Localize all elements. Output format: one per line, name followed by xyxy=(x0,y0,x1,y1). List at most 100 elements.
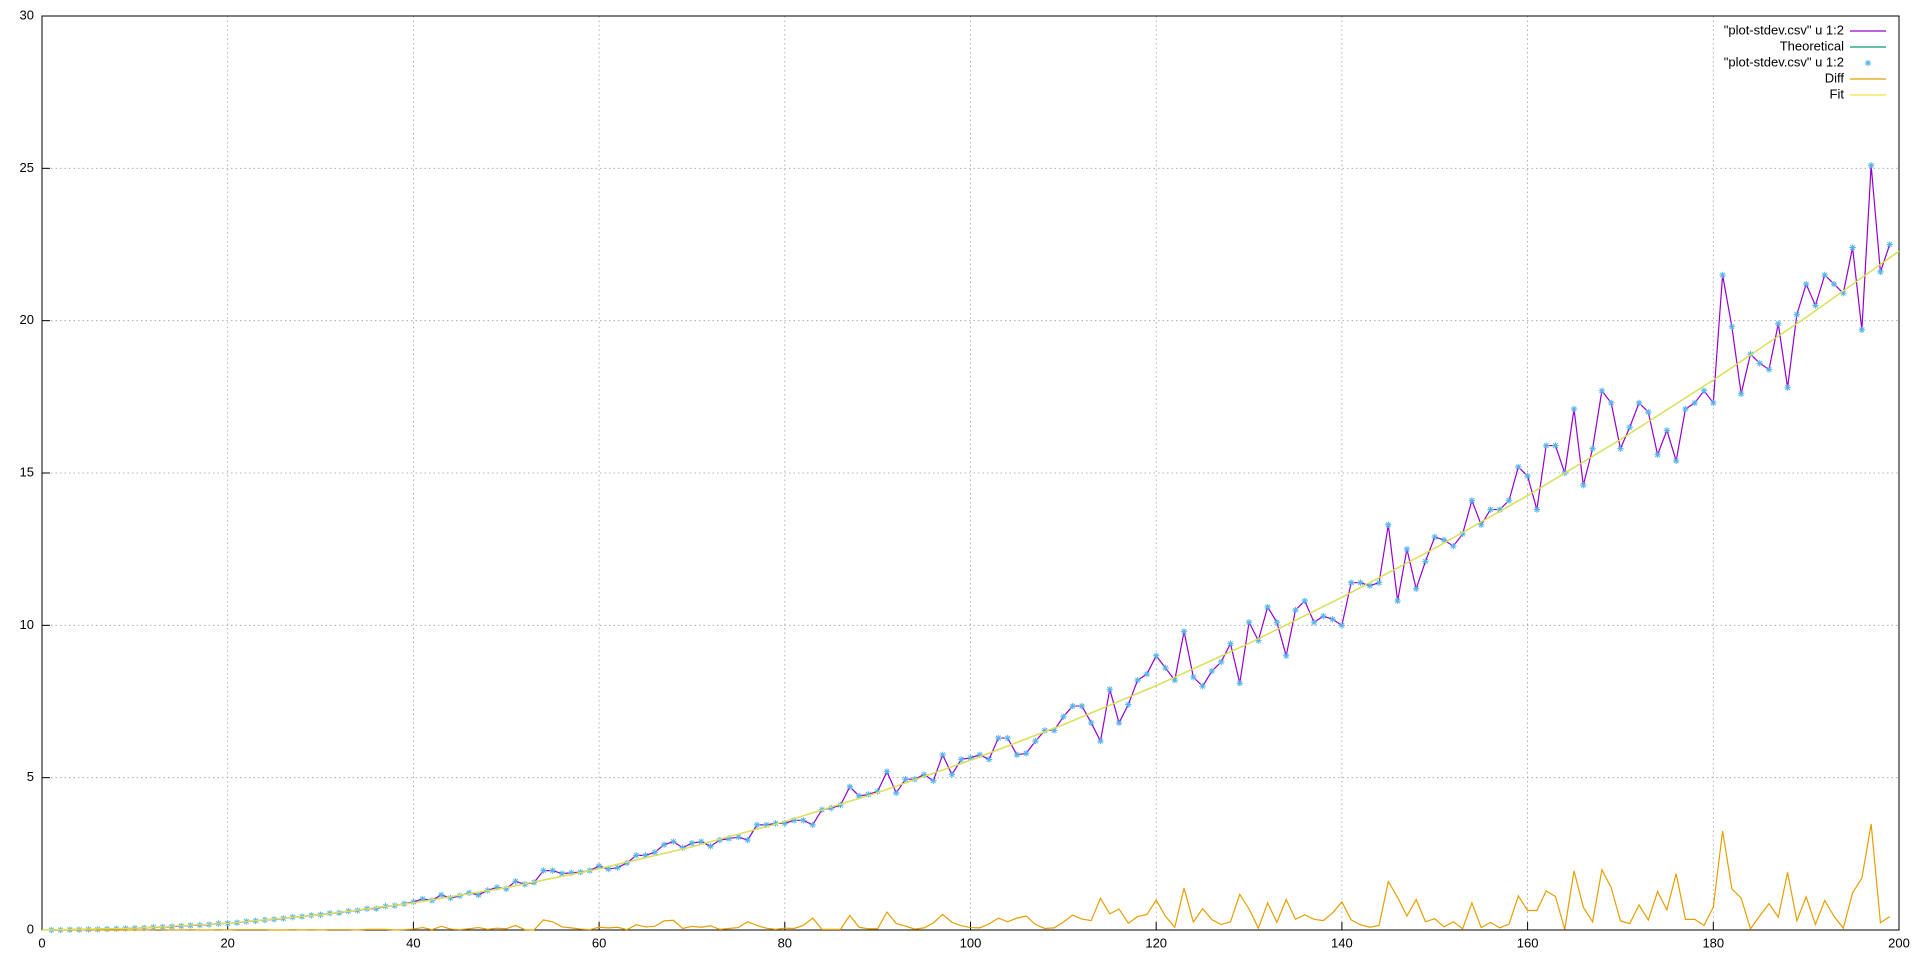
data-point xyxy=(1431,533,1438,541)
data-point xyxy=(1654,451,1661,458)
data-point xyxy=(1830,280,1838,288)
data-point xyxy=(1013,751,1021,759)
data-point xyxy=(1487,506,1494,513)
data-point xyxy=(1607,399,1615,407)
data-point xyxy=(1134,676,1141,684)
data-point xyxy=(456,892,464,900)
data-point xyxy=(1412,585,1420,592)
data-point xyxy=(373,905,380,912)
data-point xyxy=(837,801,844,809)
plot-frame xyxy=(41,15,1900,931)
data-point xyxy=(763,821,770,829)
data-point xyxy=(1802,280,1810,288)
series-line xyxy=(51,823,1891,931)
data-point xyxy=(976,751,983,759)
data-point xyxy=(1032,737,1039,745)
legend-label: "plot-stdev.csv" u 1:2 xyxy=(1724,22,1844,37)
data-point xyxy=(1171,676,1178,684)
data-point xyxy=(828,804,835,812)
data-point xyxy=(1060,713,1067,720)
data-point xyxy=(1459,530,1466,538)
data-point xyxy=(800,817,807,824)
y-tick-label: 30 xyxy=(20,7,34,22)
data-point xyxy=(438,891,445,899)
data-point xyxy=(1840,290,1847,297)
data-point xyxy=(948,771,956,778)
data-point xyxy=(707,843,714,850)
data-point xyxy=(493,884,501,891)
x-tick-label: 80 xyxy=(778,935,792,950)
data-point xyxy=(1765,366,1773,373)
data-point xyxy=(614,864,621,871)
data-point xyxy=(781,820,788,827)
data-point xyxy=(893,789,900,797)
data-point xyxy=(1329,616,1336,623)
legend-label: Diff xyxy=(1825,70,1845,85)
data-point xyxy=(1849,244,1856,251)
data-point xyxy=(1812,302,1819,309)
data-point xyxy=(1496,506,1503,513)
data-point xyxy=(568,869,575,876)
data-point xyxy=(846,783,853,791)
data-point xyxy=(1199,683,1206,690)
y-tick-label: 20 xyxy=(20,312,34,327)
x-tick-label: 60 xyxy=(592,935,606,950)
x-tick-label: 40 xyxy=(406,935,420,950)
legend-marker xyxy=(1864,59,1872,67)
data-point xyxy=(1617,445,1624,452)
data-point xyxy=(623,859,631,867)
y-tick-label: 10 xyxy=(20,617,34,632)
data-point xyxy=(447,894,454,902)
data-point xyxy=(1088,719,1095,727)
data-point xyxy=(1719,271,1726,279)
data-point xyxy=(1672,457,1680,465)
data-point xyxy=(475,891,482,899)
data-point xyxy=(1570,405,1578,413)
data-point xyxy=(410,898,417,906)
legend-label: "plot-stdev.csv" u 1:2 xyxy=(1724,54,1844,69)
x-tick-label: 160 xyxy=(1517,935,1539,950)
data-point xyxy=(670,838,677,845)
data-point xyxy=(753,821,761,829)
data-point xyxy=(1552,442,1559,449)
series-line xyxy=(41,250,1900,931)
data-point xyxy=(651,849,659,856)
data-point xyxy=(1477,521,1485,528)
data-point xyxy=(1728,323,1736,330)
data-point xyxy=(1023,750,1030,757)
data-point xyxy=(1180,628,1188,635)
data-point xyxy=(1403,545,1411,553)
data-point xyxy=(1078,702,1086,710)
data-point xyxy=(512,878,519,885)
data-point xyxy=(1347,579,1355,586)
data-point xyxy=(1292,606,1299,614)
data-point xyxy=(1162,664,1169,672)
x-tick-label: 200 xyxy=(1888,935,1910,950)
data-point xyxy=(465,889,473,897)
data-point xyxy=(688,839,696,847)
x-tick-label: 0 xyxy=(38,935,45,950)
data-point xyxy=(1589,445,1596,452)
data-point xyxy=(1385,521,1392,528)
data-point xyxy=(1737,390,1745,397)
data-point xyxy=(1273,619,1281,626)
data-point xyxy=(660,841,668,848)
data-point xyxy=(809,821,816,829)
data-point xyxy=(1320,612,1327,620)
data-point xyxy=(428,897,436,904)
data-point xyxy=(1793,311,1801,318)
data-point xyxy=(995,734,1002,742)
data-point xyxy=(1756,360,1763,367)
data-point xyxy=(1282,652,1290,659)
data-point xyxy=(679,844,686,851)
data-point xyxy=(1691,399,1698,407)
data-point xyxy=(865,791,872,798)
data-point xyxy=(1598,387,1606,394)
data-point xyxy=(1524,472,1531,480)
data-point xyxy=(735,833,742,841)
data-point xyxy=(855,792,863,800)
data-point xyxy=(1626,424,1633,431)
data-point xyxy=(1097,737,1104,745)
data-point xyxy=(716,836,724,844)
data-point xyxy=(1858,326,1866,334)
